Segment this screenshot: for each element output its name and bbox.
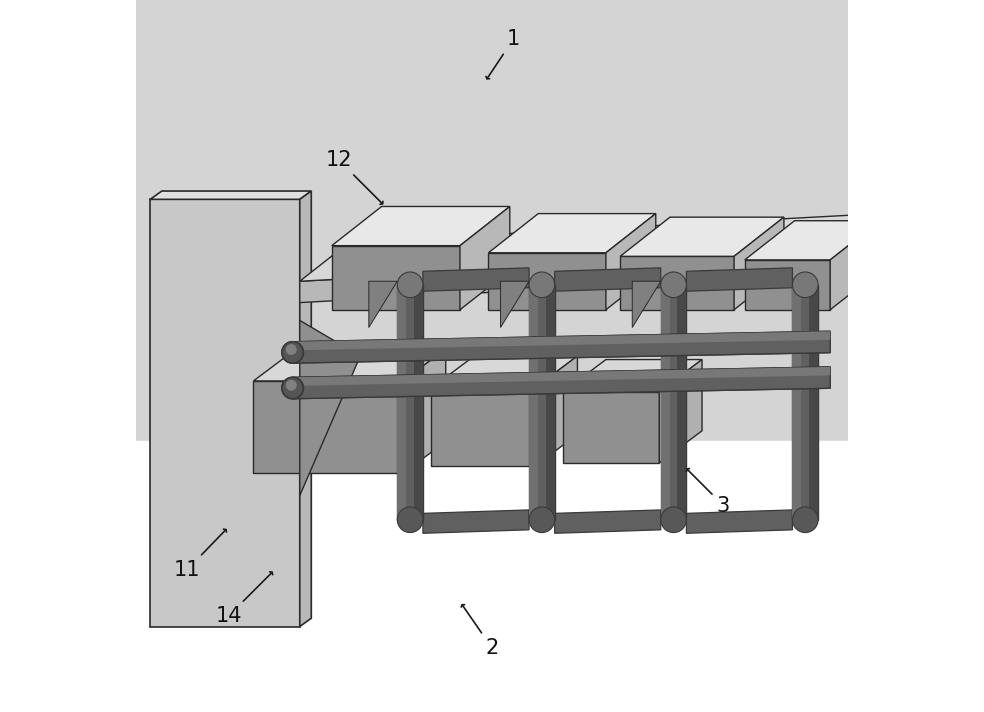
Text: 1: 1 [486, 29, 520, 79]
Polygon shape [555, 268, 660, 291]
Polygon shape [529, 285, 538, 520]
Text: 12: 12 [326, 150, 383, 204]
Circle shape [398, 507, 423, 533]
Polygon shape [292, 331, 830, 363]
Polygon shape [151, 199, 300, 627]
Polygon shape [734, 217, 784, 310]
Polygon shape [292, 331, 830, 350]
Polygon shape [677, 285, 687, 520]
Polygon shape [792, 285, 801, 520]
Polygon shape [423, 510, 529, 533]
Polygon shape [254, 381, 403, 473]
Polygon shape [369, 281, 398, 328]
Polygon shape [687, 268, 792, 291]
Polygon shape [431, 356, 578, 388]
Text: 2: 2 [461, 604, 499, 658]
Circle shape [660, 507, 687, 533]
Circle shape [282, 377, 303, 399]
Circle shape [286, 380, 296, 390]
Circle shape [529, 272, 555, 298]
Polygon shape [292, 331, 830, 363]
Polygon shape [151, 191, 311, 199]
Polygon shape [460, 206, 510, 310]
Polygon shape [745, 260, 830, 310]
Polygon shape [745, 221, 880, 260]
Polygon shape [488, 253, 606, 310]
Polygon shape [620, 256, 734, 310]
Polygon shape [501, 281, 529, 328]
Circle shape [792, 272, 818, 298]
Polygon shape [534, 356, 578, 466]
Circle shape [660, 272, 687, 298]
Circle shape [398, 272, 423, 298]
Polygon shape [136, 0, 848, 712]
Polygon shape [620, 217, 784, 256]
Circle shape [529, 507, 555, 533]
Polygon shape [633, 281, 660, 328]
Polygon shape [809, 285, 818, 520]
Polygon shape [431, 388, 534, 466]
Polygon shape [563, 360, 702, 392]
Polygon shape [292, 367, 830, 386]
Circle shape [282, 342, 303, 363]
Polygon shape [300, 191, 311, 627]
Circle shape [792, 507, 818, 533]
Polygon shape [136, 0, 848, 441]
Polygon shape [136, 441, 848, 712]
Polygon shape [555, 510, 660, 533]
Polygon shape [332, 246, 460, 310]
Polygon shape [300, 214, 880, 281]
Polygon shape [529, 285, 555, 520]
Polygon shape [398, 285, 423, 520]
Polygon shape [660, 285, 687, 520]
Polygon shape [488, 214, 655, 253]
Polygon shape [660, 285, 670, 520]
Polygon shape [687, 510, 792, 533]
Circle shape [282, 377, 303, 399]
Polygon shape [292, 367, 830, 399]
Polygon shape [659, 360, 702, 463]
Polygon shape [403, 349, 446, 473]
Polygon shape [300, 253, 830, 303]
Polygon shape [414, 285, 423, 520]
Polygon shape [546, 285, 555, 520]
Text: 3: 3 [687, 468, 730, 515]
Polygon shape [292, 367, 830, 399]
Text: 11: 11 [174, 529, 226, 580]
Polygon shape [398, 285, 406, 520]
Polygon shape [292, 331, 830, 350]
Polygon shape [792, 285, 818, 520]
Circle shape [282, 342, 303, 363]
Polygon shape [292, 367, 830, 386]
Circle shape [286, 380, 296, 390]
Circle shape [286, 345, 296, 355]
Polygon shape [423, 268, 529, 291]
Polygon shape [606, 214, 655, 310]
Polygon shape [300, 320, 360, 496]
Polygon shape [563, 392, 659, 463]
Polygon shape [830, 221, 880, 310]
Circle shape [286, 345, 296, 355]
Polygon shape [332, 206, 510, 246]
Polygon shape [254, 349, 446, 381]
Text: 14: 14 [215, 572, 273, 626]
